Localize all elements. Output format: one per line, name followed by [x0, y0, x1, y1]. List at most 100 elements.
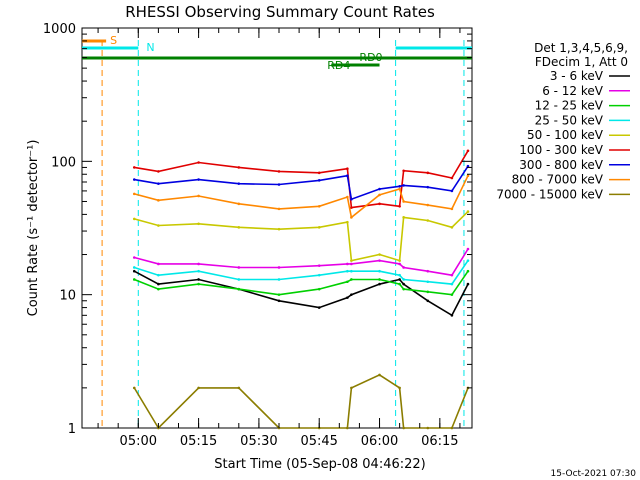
series-point	[426, 269, 430, 273]
series-point	[378, 373, 381, 377]
series-point	[237, 182, 241, 185]
series-point	[132, 256, 136, 259]
series-point	[132, 166, 136, 169]
x-axis-label: Start Time (05-Sep-08 04:46:22)	[214, 457, 425, 472]
series-point	[350, 269, 353, 273]
series-point	[466, 282, 470, 286]
series-point	[277, 170, 281, 173]
series-point	[466, 174, 470, 178]
series-point	[157, 182, 160, 185]
series-point	[402, 282, 405, 286]
series-point	[346, 426, 349, 430]
series-point	[197, 386, 200, 390]
series-line	[133, 373, 469, 430]
series-point	[346, 195, 349, 199]
series-point	[450, 207, 454, 211]
series-point	[237, 166, 241, 169]
x-axis: 05:00 05:15 05:30 05:45 06:00 06:15	[97, 28, 461, 449]
series-point	[346, 269, 349, 273]
y-axis: 1 10 100 1000	[43, 22, 472, 437]
series-point	[346, 167, 349, 171]
series-point	[450, 176, 454, 180]
series-point	[237, 226, 241, 229]
series-point	[132, 217, 136, 221]
series-point	[317, 264, 321, 267]
series-point	[466, 259, 470, 262]
series-point	[237, 278, 241, 281]
series-line	[134, 165, 469, 201]
x-tick-label: 05:30	[240, 434, 277, 449]
series-point	[157, 262, 160, 266]
series-line	[133, 270, 469, 317]
series-point	[466, 269, 470, 273]
series-point	[237, 202, 241, 206]
series-point	[466, 247, 470, 251]
series-point	[350, 293, 353, 296]
series-point	[402, 184, 405, 187]
x-tick-label: 05:00	[120, 434, 157, 449]
series-point	[378, 278, 381, 281]
series-point	[350, 386, 353, 390]
series-point	[277, 293, 281, 296]
series-point	[378, 259, 381, 262]
series-point	[317, 204, 321, 208]
series-point	[197, 282, 200, 286]
series-point	[197, 178, 200, 181]
series-point	[317, 306, 321, 309]
series-point	[277, 299, 281, 303]
series-point	[346, 280, 349, 284]
series-point	[350, 206, 353, 209]
annotation-label: N	[146, 41, 154, 54]
series-point	[402, 216, 405, 219]
series-point	[317, 179, 321, 182]
series-point	[197, 222, 200, 226]
series-point	[157, 224, 160, 227]
series-point	[402, 200, 405, 203]
series-point	[426, 426, 430, 430]
series-point	[237, 266, 241, 269]
y-tick-label: 10	[59, 289, 76, 304]
series-point	[426, 290, 430, 294]
series-point	[346, 296, 349, 299]
series-point	[197, 161, 200, 164]
series-point	[398, 184, 401, 188]
footer-timestamp: 15-Oct-2021 07:30	[551, 469, 637, 479]
series-point	[426, 171, 430, 175]
series-point	[450, 282, 454, 286]
x-tick-label: 06:00	[361, 434, 398, 449]
x-tick-label: 06:15	[421, 434, 458, 449]
series-point	[346, 262, 349, 266]
x-tick-label: 05:45	[300, 434, 337, 449]
series-point	[450, 314, 454, 317]
time-markers	[101, 40, 465, 428]
annotation-label: S	[110, 34, 117, 47]
series-point	[317, 226, 321, 229]
chart-title: RHESSI Observing Summary Count Rates	[125, 3, 435, 21]
series-point	[197, 194, 200, 198]
series-point	[402, 426, 405, 430]
series-point	[398, 187, 401, 191]
series-point	[378, 269, 381, 273]
series-point	[132, 386, 136, 390]
series-group	[132, 149, 470, 430]
series-point	[450, 293, 454, 296]
legend: Det 1,3,4,5,6,9, FDecim 1, Att 0 3 - 6 k…	[496, 41, 630, 201]
legend-entry-label: 6 - 12 keV	[542, 84, 604, 98]
y-tick-label: 100	[51, 155, 76, 170]
attenuator-state-bars	[82, 39, 472, 67]
series-point	[157, 170, 160, 173]
series-point	[132, 269, 136, 273]
series-point	[398, 386, 401, 390]
series-point	[346, 174, 349, 178]
series-point	[466, 164, 470, 168]
series-point	[350, 278, 353, 281]
series-point	[398, 204, 401, 208]
series-point	[317, 287, 321, 291]
series-point	[197, 278, 200, 281]
series-point	[350, 216, 353, 219]
legend-entry-label: 300 - 800 keV	[519, 158, 603, 172]
x-tick-label: 05:15	[180, 434, 217, 449]
series-point	[350, 259, 353, 262]
